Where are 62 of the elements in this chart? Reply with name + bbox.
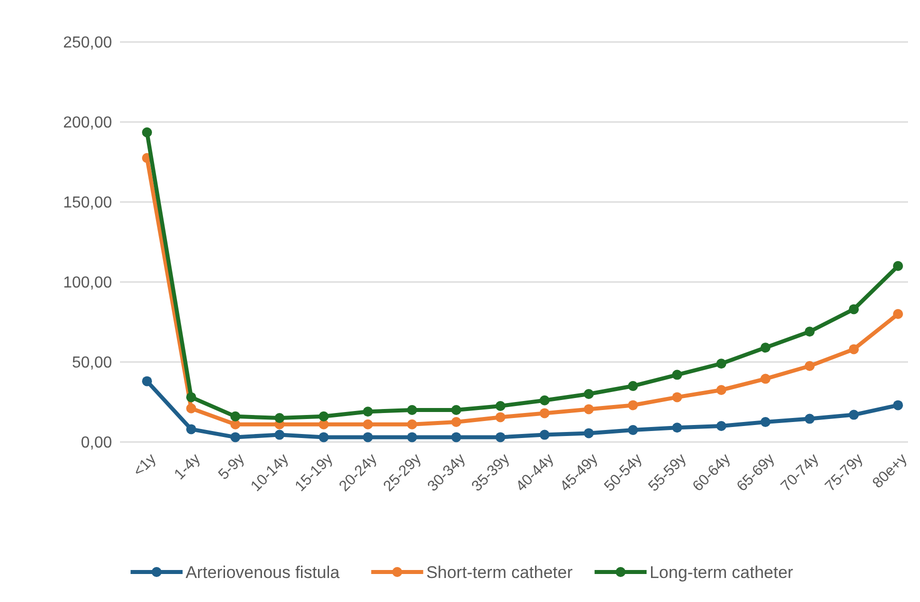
point bbox=[230, 432, 240, 442]
point bbox=[362, 419, 373, 430]
y-tick-label: 100,00 bbox=[63, 274, 112, 292]
point bbox=[584, 404, 594, 414]
point bbox=[495, 412, 506, 422]
point bbox=[540, 395, 550, 406]
point bbox=[186, 392, 196, 402]
point bbox=[893, 261, 903, 271]
y-tick-label: 150,00 bbox=[63, 194, 112, 212]
point bbox=[407, 419, 418, 430]
legend-label: Short-term catheter bbox=[426, 562, 573, 582]
point bbox=[318, 432, 329, 442]
point bbox=[540, 430, 550, 440]
point bbox=[672, 392, 682, 402]
point bbox=[584, 428, 594, 438]
point bbox=[804, 326, 815, 337]
point bbox=[848, 410, 859, 420]
y-tick-label: 50,00 bbox=[72, 354, 112, 372]
point bbox=[318, 411, 329, 422]
y-tick-label: 250,00 bbox=[63, 34, 112, 52]
point bbox=[628, 381, 638, 391]
point bbox=[672, 422, 682, 433]
point bbox=[142, 127, 152, 138]
point bbox=[274, 413, 285, 423]
point bbox=[628, 425, 638, 435]
point bbox=[848, 304, 859, 314]
point bbox=[362, 432, 373, 442]
point bbox=[760, 342, 770, 353]
point bbox=[230, 411, 240, 422]
point bbox=[142, 376, 152, 386]
point bbox=[716, 421, 726, 431]
y-tick-label: 0,00 bbox=[80, 434, 112, 452]
x-tick-label: 5-9y bbox=[215, 450, 248, 484]
point bbox=[804, 361, 815, 371]
point bbox=[716, 358, 726, 369]
legend-label: Arteriovenous fistula bbox=[186, 562, 340, 582]
point bbox=[804, 414, 815, 424]
point bbox=[407, 432, 418, 442]
point bbox=[893, 400, 903, 410]
point bbox=[186, 424, 196, 434]
point bbox=[760, 417, 770, 427]
legend-label: Long-term catheter bbox=[650, 562, 794, 582]
point bbox=[584, 389, 594, 399]
point bbox=[451, 405, 462, 415]
point bbox=[716, 385, 726, 395]
point bbox=[628, 400, 638, 410]
point bbox=[407, 405, 418, 415]
point bbox=[362, 406, 373, 417]
point bbox=[848, 344, 859, 354]
point bbox=[186, 403, 196, 414]
point bbox=[451, 432, 462, 442]
point bbox=[672, 370, 682, 380]
point bbox=[760, 374, 770, 384]
point bbox=[495, 432, 506, 442]
point bbox=[893, 309, 903, 319]
y-tick-label: 200,00 bbox=[63, 114, 112, 132]
point bbox=[495, 401, 506, 411]
point bbox=[451, 417, 462, 427]
point bbox=[540, 408, 550, 418]
x-tick-label: 1-4y bbox=[171, 450, 204, 484]
x-tick-label: <1y bbox=[130, 450, 160, 480]
point bbox=[274, 430, 285, 440]
